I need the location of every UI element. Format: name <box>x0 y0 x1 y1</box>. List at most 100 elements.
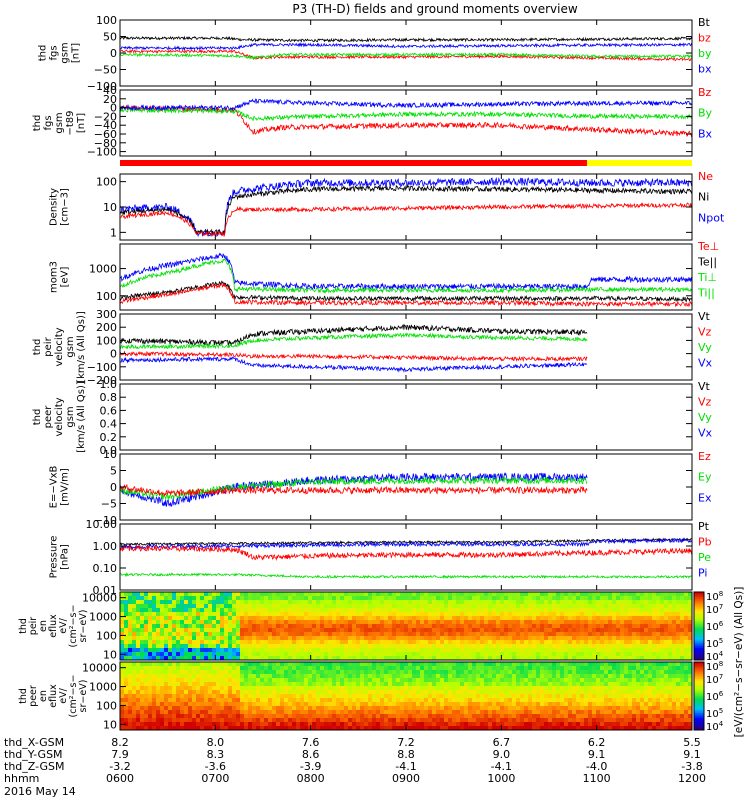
spectrogram-cell <box>372 686 376 690</box>
spectrogram-cell <box>576 632 580 636</box>
spectrogram-cell <box>168 628 172 632</box>
spectrogram-cell <box>520 670 524 674</box>
spectrogram-cell <box>572 662 576 666</box>
spectrogram-cell <box>308 714 312 718</box>
spectrogram-cell <box>436 690 440 694</box>
spectrogram-cell <box>624 722 628 726</box>
spectrogram-cell <box>372 604 376 608</box>
spectrogram-cell <box>332 636 336 640</box>
spectrogram-cell <box>384 628 388 632</box>
spectrogram-cell <box>556 710 560 714</box>
spectrogram-cell <box>524 648 528 652</box>
spectrogram-cell <box>448 644 452 648</box>
spectrogram-cell <box>304 644 308 648</box>
spectrogram-cell <box>672 596 676 600</box>
spectrogram-cell <box>196 662 200 666</box>
spectrogram-cell <box>552 690 556 694</box>
spectrogram-cell <box>304 592 308 596</box>
spectrogram-cell <box>300 612 304 616</box>
spectrogram-cell <box>256 710 260 714</box>
spectrogram-cell <box>192 596 196 600</box>
spectrogram-cell <box>344 600 348 604</box>
spectrogram-cell <box>160 592 164 596</box>
spectrogram-cell <box>440 600 444 604</box>
spectrogram-cell <box>632 596 636 600</box>
y-axis-label: thdpeervelocitygsm[km/s (All Qs)] <box>32 381 87 453</box>
spectrogram-cell <box>340 604 344 608</box>
spectrogram-cell <box>212 714 216 718</box>
spectrogram-cell <box>640 628 644 632</box>
spectrogram-cell <box>420 648 424 652</box>
spectrogram-cell <box>336 698 340 702</box>
spectrogram-cell <box>608 714 612 718</box>
spectrogram-cell <box>176 628 180 632</box>
spectrogram-cell <box>560 694 564 698</box>
spectrogram-cell <box>612 636 616 640</box>
spectrogram-cell <box>584 648 588 652</box>
spectrogram-cell <box>600 698 604 702</box>
spectrogram-cell <box>196 670 200 674</box>
line-panels: 100500−50−100thdfgsgsm[nT]Btbzbybx40200−… <box>32 14 725 597</box>
spectrogram-cell <box>280 596 284 600</box>
spectrogram-cell <box>392 718 396 722</box>
spectrogram-cell <box>276 628 280 632</box>
spectrogram-cell <box>300 596 304 600</box>
spectrogram-cell <box>468 624 472 628</box>
spectrogram-cell <box>192 722 196 726</box>
spectrogram-cell <box>564 706 568 710</box>
spectrogram-cell <box>576 718 580 722</box>
spectrogram-cell <box>304 620 308 624</box>
spectrogram-cell <box>292 694 296 698</box>
spectrogram-cell <box>684 620 688 624</box>
spectrogram-cell <box>224 612 228 616</box>
spectrogram-cell <box>276 666 280 670</box>
spectrogram-cell <box>192 714 196 718</box>
spectrogram-cell <box>216 722 220 726</box>
spectrogram-cell <box>592 624 596 628</box>
spectrogram-cell <box>196 604 200 608</box>
spectrogram-cell <box>256 690 260 694</box>
spectrogram-cell <box>508 678 512 682</box>
spectrogram-cell <box>612 706 616 710</box>
spectrogram-cell <box>444 678 448 682</box>
spectrogram-cell <box>496 628 500 632</box>
spectrogram-cell <box>436 652 440 656</box>
spectrogram-cell <box>156 662 160 666</box>
spectrogram-cell <box>452 710 456 714</box>
spectrogram-cell <box>344 652 348 656</box>
legend-entry: By <box>698 107 713 120</box>
spectrogram-cell <box>652 640 656 644</box>
spectrogram-cell <box>316 674 320 678</box>
spectrogram-cell <box>172 682 176 686</box>
spectrogram-cell <box>620 686 624 690</box>
spectrogram-cell <box>164 718 168 722</box>
spectrogram-cell <box>248 694 252 698</box>
spectrogram-cell <box>268 628 272 632</box>
spectrogram-cell <box>156 600 160 604</box>
spectrogram-cell <box>196 718 200 722</box>
spectrogram-cell <box>148 592 152 596</box>
spectrogram-cell <box>308 678 312 682</box>
spectrogram-cell <box>272 592 276 596</box>
spectrogram-cell <box>620 652 624 656</box>
spectrogram-cell <box>408 600 412 604</box>
spectrogram-cell <box>284 620 288 624</box>
spectrogram-cell <box>420 600 424 604</box>
spectrogram-cell <box>632 604 636 608</box>
spectrogram-cell <box>384 648 388 652</box>
spectrogram-cell <box>144 698 148 702</box>
spectrogram-cell <box>220 608 224 612</box>
spectrogram-cell <box>128 678 132 682</box>
spectrogram-cell <box>628 718 632 722</box>
spectrogram-cell <box>436 706 440 710</box>
spectrogram-cell <box>620 694 624 698</box>
spectrogram-cell <box>384 662 388 666</box>
spectrogram-cell <box>304 714 308 718</box>
spectrogram-cell <box>236 628 240 632</box>
spectrogram-cell <box>472 714 476 718</box>
spectrogram-cell <box>596 682 600 686</box>
spectrogram-cell <box>392 620 396 624</box>
spectrogram-cell <box>436 666 440 670</box>
spectrogram-cell <box>440 624 444 628</box>
